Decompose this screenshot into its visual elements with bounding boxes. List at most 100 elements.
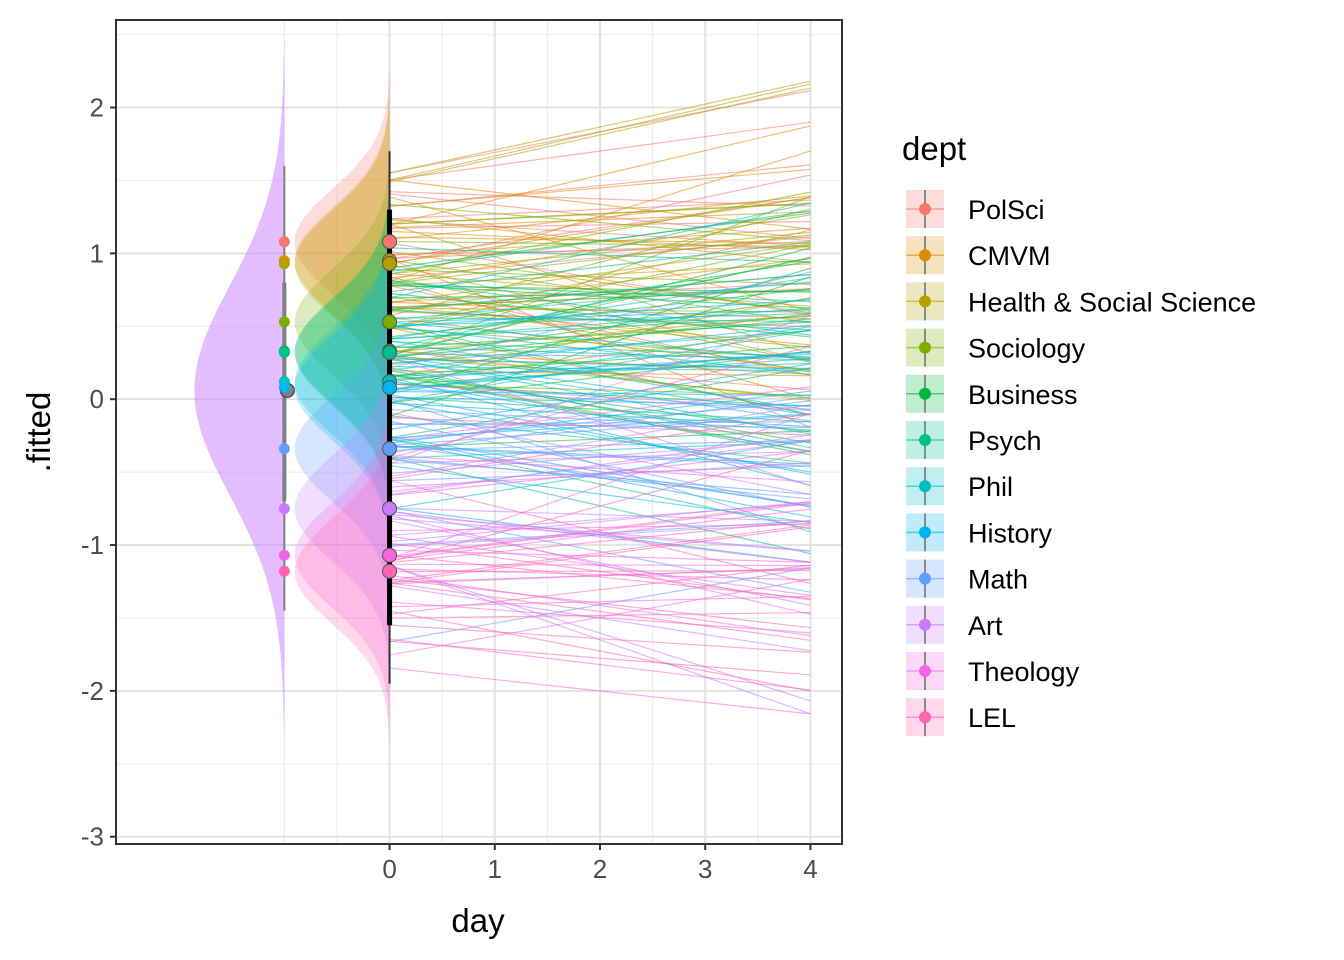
fitted-line — [389, 324, 811, 371]
legend-label: CMVM — [968, 241, 1051, 271]
fitted-line — [389, 267, 811, 394]
fitted-line — [389, 611, 811, 619]
fitted-line — [389, 667, 811, 715]
fitted-line — [389, 345, 811, 459]
y-tick-label: 0 — [90, 384, 104, 414]
fitted-line — [389, 240, 811, 248]
dept-mean-point-overall — [278, 236, 290, 248]
dept-mean-point — [382, 314, 398, 330]
fitted-line — [389, 610, 811, 692]
fitted-line — [389, 458, 811, 495]
legend-label: Business — [968, 380, 1078, 410]
fitted-line — [389, 318, 811, 358]
fitted-line — [389, 450, 811, 496]
fitted-line — [389, 449, 811, 563]
dept-density — [294, 381, 390, 761]
fitted-line — [389, 582, 811, 641]
fitted-line — [389, 350, 811, 404]
fitted-line — [389, 351, 811, 391]
fitted-line — [389, 638, 811, 691]
fitted-line — [389, 290, 811, 299]
fitted-line — [389, 574, 811, 637]
dept-density — [294, 162, 390, 543]
y-tick-label: 2 — [90, 93, 104, 123]
dept-mean-point-overall — [278, 347, 290, 359]
legend-label: Sociology — [968, 334, 1086, 364]
fitted-line — [389, 299, 811, 328]
fitted-line — [389, 479, 811, 584]
dept-mean-point — [382, 380, 398, 396]
fitted-line — [389, 595, 811, 608]
legend-label: Psych — [968, 426, 1042, 456]
legend-key-point — [919, 249, 931, 262]
fitted-line — [389, 502, 811, 559]
fitted-line — [389, 307, 811, 340]
fitted-line — [389, 394, 811, 475]
fitted-line — [389, 383, 811, 410]
fitted-line — [389, 563, 811, 567]
legend-label: Theology — [968, 657, 1080, 687]
fitted-line — [389, 421, 811, 425]
fitted-line — [389, 191, 811, 275]
dept-mean-point — [382, 441, 398, 457]
fitted-line — [389, 585, 811, 652]
dept-mean-point — [382, 234, 398, 250]
fitted-line — [389, 168, 811, 207]
fitted-line — [389, 412, 811, 495]
fitted-line — [389, 386, 811, 441]
legend-label: Health & Social Science — [968, 287, 1256, 317]
fitted-line — [389, 564, 811, 615]
fitted-line — [389, 387, 811, 412]
legend-key-point — [919, 526, 931, 539]
dept-mean-point-overall — [278, 549, 290, 561]
fitted-line — [389, 439, 811, 451]
dept-mean-point-overall — [278, 443, 290, 455]
y-tick-label: -2 — [81, 676, 104, 706]
fitted-line — [389, 413, 811, 480]
fitted-line — [389, 195, 811, 358]
fitted-line — [389, 523, 811, 532]
fitted-line — [389, 416, 811, 436]
fitted-line — [389, 507, 811, 522]
fitted-line — [389, 285, 811, 293]
fitted-line — [389, 195, 811, 241]
fitted-line — [389, 462, 811, 488]
fitted-line — [389, 271, 811, 369]
legend-key-point — [919, 341, 931, 354]
overall-density — [194, 41, 285, 738]
fitted-line — [389, 121, 811, 181]
dept-density — [294, 74, 390, 454]
dept-mean-point-overall — [278, 258, 290, 270]
fitted-line — [389, 524, 811, 582]
fitted-line — [389, 465, 811, 524]
fitted-line — [389, 321, 811, 361]
fitted-line — [389, 309, 811, 323]
fitted-line — [389, 358, 811, 422]
fitted-line — [389, 211, 811, 229]
fitted-line — [389, 325, 811, 394]
fitted-line — [389, 202, 811, 225]
fitted-line — [389, 438, 811, 530]
panel-border — [115, 19, 843, 845]
fitted-line — [389, 362, 811, 377]
legend-key-point — [919, 618, 931, 631]
dept-density — [294, 132, 390, 512]
dept-mean-point — [382, 563, 398, 579]
x-axis-title: day — [451, 902, 505, 939]
fitted-line — [389, 353, 811, 359]
dept-density — [294, 71, 390, 451]
fitted-line — [389, 164, 811, 207]
fitted-line — [389, 87, 811, 183]
fitted-line — [389, 513, 811, 552]
fitted-line — [389, 212, 811, 269]
fitted-line — [389, 234, 811, 285]
legend-title: dept — [902, 130, 966, 167]
fitted-line — [389, 272, 811, 307]
fitted-line — [389, 454, 811, 483]
fitted-line — [389, 382, 811, 408]
dept-density — [294, 52, 390, 432]
dept-mean-point-overall — [278, 382, 290, 394]
legend-label: PolSci — [968, 195, 1045, 225]
dept-mean-point — [382, 256, 398, 272]
dept-density — [294, 161, 390, 541]
